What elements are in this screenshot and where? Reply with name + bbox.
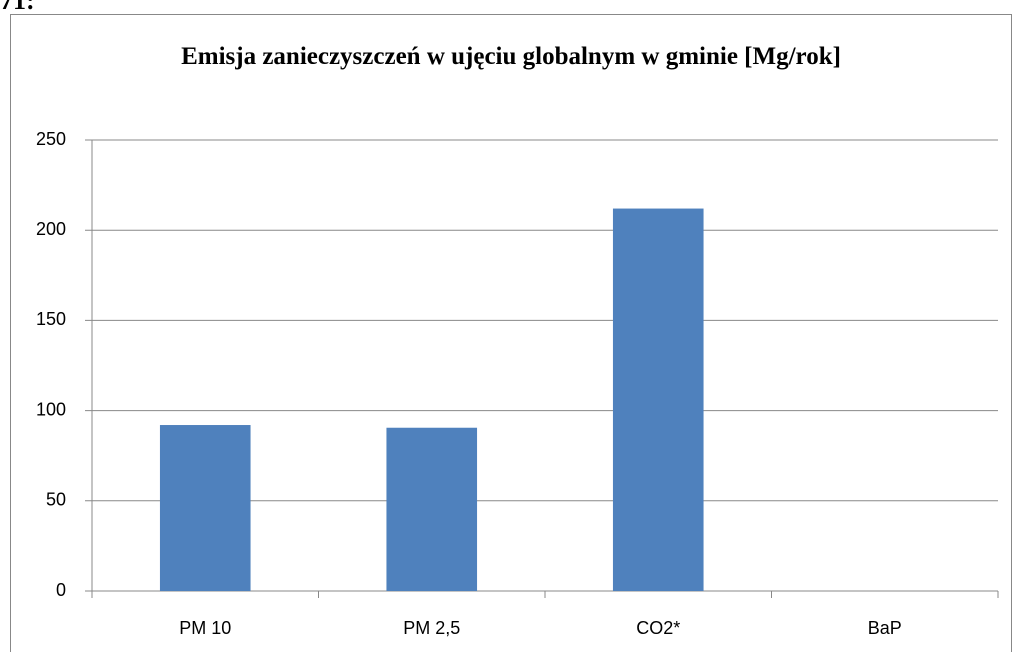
- chart-title: Emisja zanieczyszczeń w ujęciu globalnym…: [181, 43, 841, 70]
- y-tick-label: 250: [36, 129, 66, 149]
- bar: [612, 208, 704, 591]
- heading: 71:: [0, 0, 35, 15]
- bar: [386, 427, 478, 591]
- bar: [159, 425, 251, 591]
- x-tick-label: PM 2,5: [403, 618, 460, 638]
- y-tick-label: 100: [36, 399, 66, 419]
- x-tick-label: BaP: [868, 618, 902, 638]
- y-tick-label: 0: [56, 580, 66, 600]
- x-tick-label: CO2*: [636, 618, 680, 638]
- y-tick-label: 50: [46, 490, 66, 510]
- y-tick-label: 150: [36, 309, 66, 329]
- y-tick-label: 200: [36, 219, 66, 239]
- x-tick-label: PM 10: [179, 618, 231, 638]
